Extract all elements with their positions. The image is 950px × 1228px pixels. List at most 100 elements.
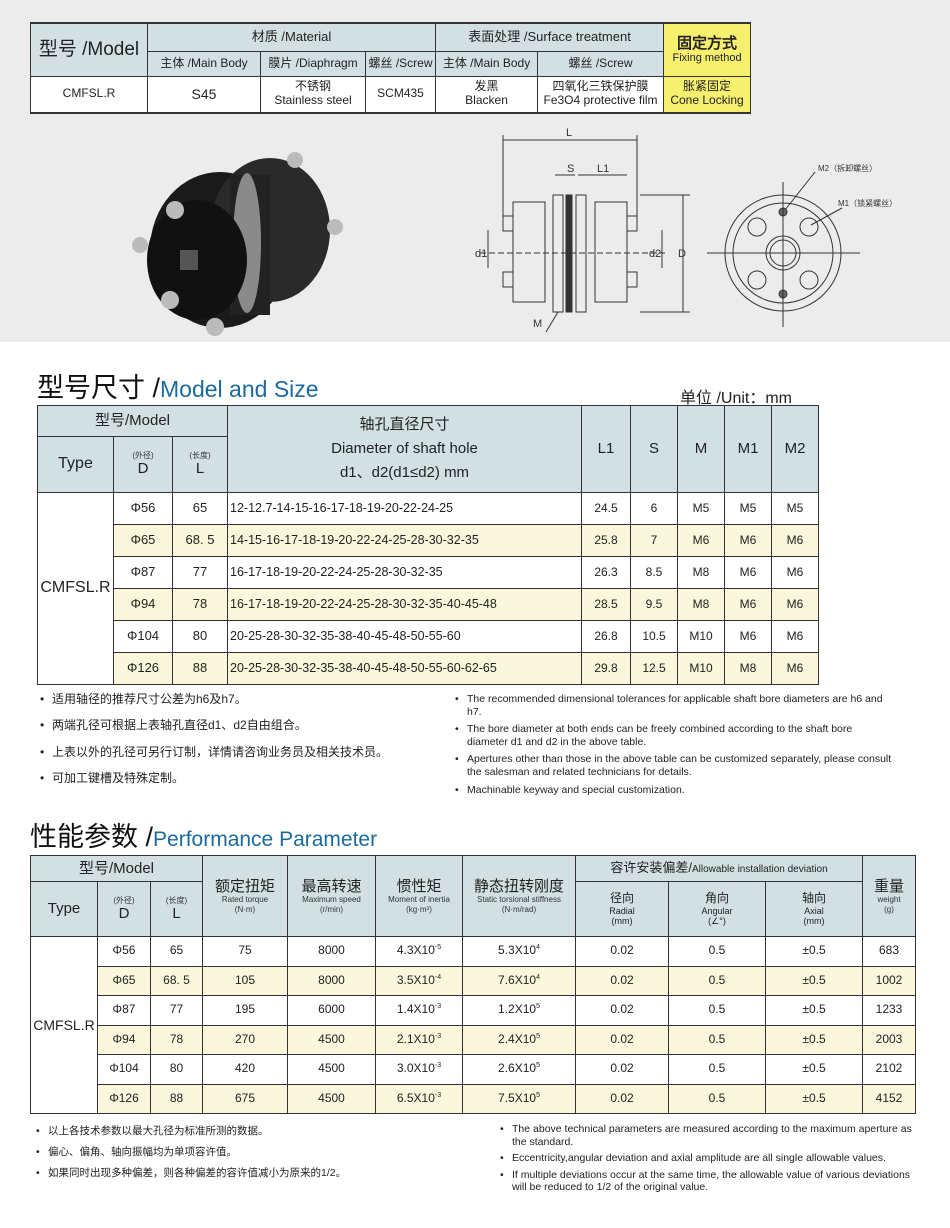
weight-cell: 4152 xyxy=(862,1083,917,1114)
spec-diaphragm: 不锈钢 Stainless steel xyxy=(260,75,366,114)
h-len: (长度) xyxy=(189,451,211,461)
m2-cell: M6 xyxy=(771,556,819,589)
h-L-label: L xyxy=(195,460,205,478)
l-cell: 88 xyxy=(150,1083,203,1114)
sub-diaphragm: 膜片 /Diaphragm xyxy=(260,50,366,77)
weight-cell: 2003 xyxy=(862,1024,917,1055)
material-spec-table: 型号 /Model 材质 /Material 表面处理 /Surface tre… xyxy=(30,22,752,114)
inertia-unit: (kg·m²) xyxy=(406,904,432,914)
radial-en: Radial xyxy=(609,905,635,916)
size-row: CMFSL.R Φ56 65 12-12.7-14-15-16-17-18-19-20… xyxy=(37,492,819,685)
note-item: Eccentricity,angular deviation and axial… xyxy=(500,1152,920,1165)
l-cell: 65 xyxy=(172,492,228,525)
inertia-exponent: -5 xyxy=(434,944,442,952)
type-cell: CMFSL.R xyxy=(37,492,114,685)
axial-cn: 轴向 xyxy=(802,890,827,905)
p-h-angular: 角向 Angular (∠°) xyxy=(668,881,766,937)
size-title-cn: 型号尺寸 / xyxy=(37,373,161,403)
stiff-base: 7.5X10 xyxy=(498,1090,537,1105)
l-cell: 68. 5 xyxy=(172,524,228,557)
m1-cell: M6 xyxy=(724,620,772,653)
m2-cell: M6 xyxy=(771,524,819,557)
p-h-D: (外径) D xyxy=(97,881,151,937)
h-shaft: 轴孔直径尺寸 Diameter of shaft hole d1、d2(d1≤d2)… xyxy=(227,405,582,493)
weight-cell: 1002 xyxy=(862,965,917,996)
technical-drawing: L S L1 d1 d2 D M M2（拆卸螺丝） M1（锁紧螺丝） xyxy=(475,127,897,333)
product-photo xyxy=(132,152,343,336)
stiff-exponent: 5 xyxy=(536,1032,540,1040)
stiff-exponent: 5 xyxy=(536,1062,540,1070)
fixing-header-cn: 固定方式 xyxy=(677,34,738,52)
weight-cell: 2102 xyxy=(862,1054,917,1085)
weight-cell: 1233 xyxy=(862,995,917,1026)
holes-cell: 20-25-28-30-32-35-38-40-45-48-50-55-60-6… xyxy=(227,652,582,685)
stiff-base: 7.6X10 xyxy=(498,972,537,987)
unit-label: 单位 /Unit：mm xyxy=(680,390,793,407)
speed-cell: 4500 xyxy=(287,1083,376,1114)
stiff-cell: 1.2X105 xyxy=(462,995,576,1026)
m1-cell: M6 xyxy=(724,524,772,557)
stiff-cell: 7.5X105 xyxy=(462,1083,576,1114)
fixing-cn: 胀紧固定 xyxy=(683,79,732,94)
p-h-model: 型号/Model xyxy=(30,855,203,882)
d-cell: Φ94 xyxy=(113,588,173,621)
perf-notes-cn: 以上各技术参数以最大孔径为标准所测的数据。偏心、偏角、轴向振幅均为单项容许值。如… xyxy=(36,1122,476,1185)
s-cell: 12.5 xyxy=(630,652,678,685)
radial-cell: 0.02 xyxy=(575,1083,669,1114)
dim-M: M xyxy=(533,318,542,330)
torque-cell: 420 xyxy=(202,1054,288,1085)
s-cell: 10.5 xyxy=(630,620,678,653)
note-item: The above technical parameters are measu… xyxy=(500,1123,920,1148)
h-model: 型号/Model xyxy=(37,405,228,437)
inertia-cell: 1.4X10-3 xyxy=(375,995,463,1026)
torque-cn: 额定扭矩 xyxy=(214,878,275,896)
weight-en: weight xyxy=(877,895,901,905)
spec-main-body: S45 xyxy=(147,75,261,114)
angular-cell: 0.5 xyxy=(668,1024,766,1055)
m-cell: M8 xyxy=(677,556,725,589)
size-notes-cn: 适用轴径的推荐尺寸公差为h6及h7。两端孔径可根据上表轴孔直径d1、d2自由组合… xyxy=(40,692,450,798)
dev-en: Allowable installation deviation xyxy=(692,864,828,876)
performance-table: 型号/Model 额定扭矩 Rated torque (N·m) 最高转速 Maxim… xyxy=(30,855,917,1114)
model-header: 型号 /Model xyxy=(30,22,148,77)
note-item: 如果同时出现多种偏差，则各种偏差的容许值减小为原来的1/2。 xyxy=(36,1164,476,1183)
stiff-exponent: 4 xyxy=(536,973,540,981)
m-cell: M6 xyxy=(677,524,725,557)
axial-cell: ±0.5 xyxy=(764,1083,864,1114)
speed-cn: 最高转速 xyxy=(301,878,362,896)
surface-screw-cn: 四氧化三铁保护膜 xyxy=(552,79,649,94)
h-shaft-cn: 轴孔直径尺寸 xyxy=(359,416,450,433)
size-notes-en: The recommended dimensional tolerances f… xyxy=(455,693,895,801)
speed-cell: 4500 xyxy=(287,1054,376,1085)
inertia-cell: 3.5X10-4 xyxy=(375,965,463,996)
m-cell: M10 xyxy=(677,652,725,685)
speed-cell: 6000 xyxy=(287,995,376,1026)
radial-cell: 0.02 xyxy=(575,1024,669,1055)
speed-en: Maximum speed xyxy=(302,895,361,905)
m-cell: M10 xyxy=(677,620,725,653)
perf-row: CMFSL.R Φ56 65 75 8000 4.3X10-5 5.3X104 0.02 0.5… xyxy=(30,936,917,1114)
l1-cell: 24.5 xyxy=(581,492,631,525)
size-row: Φ104 80 20-25-28-30-32-35-38-40-45-48-50-5… xyxy=(38,620,819,653)
spec-screw: SCM435 xyxy=(364,75,437,114)
m-cell: M8 xyxy=(677,588,725,621)
perf-title-cn: 性能参数 / xyxy=(30,822,154,852)
holes-cell: 20-25-28-30-32-35-38-40-45-48-50-55-60 xyxy=(227,620,582,653)
radial-cell: 0.02 xyxy=(575,936,669,967)
l1-cell: 26.8 xyxy=(581,620,631,653)
stiff-base: 1.2X10 xyxy=(498,1002,537,1017)
p-h-deviation: 容许安装偏差/Allowable installation deviation xyxy=(574,855,864,882)
perf-row: Φ126 88 675 4500 6.5X10-3 7.5X105 0.02 0.5 ±0.5 4… xyxy=(31,1083,917,1114)
p-h-L: (长度) L xyxy=(150,881,203,937)
note-item: 适用轴径的推荐尺寸公差为h6及h7。 xyxy=(40,692,450,707)
inertia-cell: 4.3X10-5 xyxy=(375,936,463,967)
stiff-base: 5.3X10 xyxy=(498,943,537,958)
dim-D: D xyxy=(678,248,686,260)
label-M1: M1（锁紧螺丝） xyxy=(838,198,897,208)
weight-cn: 重量 xyxy=(874,878,905,896)
inertia-cn: 惯性矩 xyxy=(396,878,442,896)
m2-cell: M6 xyxy=(771,652,819,685)
l-cell: 78 xyxy=(172,588,228,621)
d-cell: Φ126 xyxy=(97,1083,151,1114)
type-cell: CMFSL.R xyxy=(30,936,98,1114)
